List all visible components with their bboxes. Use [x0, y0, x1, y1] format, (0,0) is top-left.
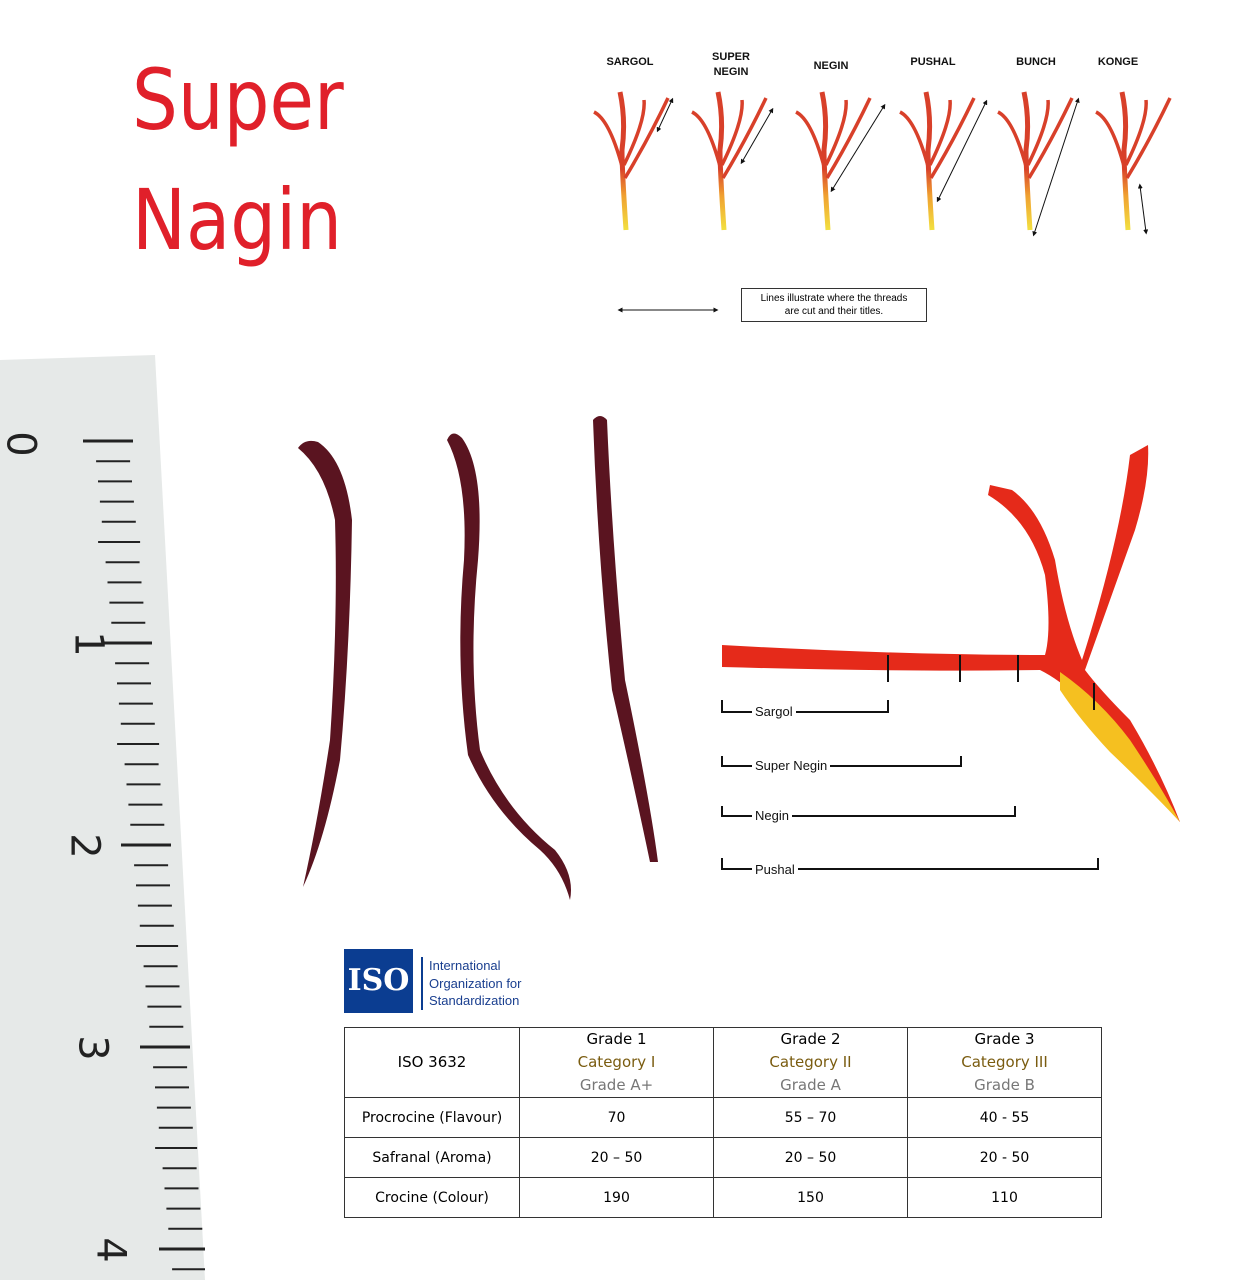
grade-label-sargol: SARGOL — [606, 56, 654, 68]
saffron-flower-illustrations — [593, 91, 1172, 313]
table-row: Safranal (Aroma) 20 – 50 20 – 50 20 - 50 — [344, 1137, 1102, 1178]
grade: Grade 2 — [780, 1030, 841, 1048]
title-line-1: Super — [132, 51, 344, 149]
iso-name-line: Standardization — [429, 993, 520, 1008]
cut-marks — [721, 655, 1099, 870]
cut-arrow — [656, 97, 674, 133]
table-header-row: ISO 3632 Grade 1 Category I Grade A+ Grade… — [344, 1027, 1102, 1098]
cut-label-pushal: Pushal — [752, 862, 798, 877]
cell: 20 – 50 — [713, 1137, 908, 1178]
cell: 110 — [907, 1177, 1102, 1218]
table-row: Crocine (Colour) 190 150 110 — [344, 1177, 1102, 1218]
cut-arrow — [1032, 97, 1080, 237]
table-corner: ISO 3632 — [344, 1027, 520, 1098]
iso-grade-table: ISO 3632 Grade 1 Category I Grade A+ Grade… — [344, 1027, 1102, 1218]
category: Category III — [961, 1053, 1048, 1071]
iso-logo: ISO — [344, 949, 413, 1013]
ruler: 0 1 2 3 4 — [0, 355, 209, 1280]
cell: 40 - 55 — [907, 1097, 1102, 1138]
saffron-thread-2 — [447, 433, 571, 900]
row-label: Crocine (Colour) — [344, 1177, 520, 1218]
row-label: Safranal (Aroma) — [344, 1137, 520, 1178]
title-line-2: Nagin — [132, 171, 343, 269]
cell: 20 – 50 — [519, 1137, 714, 1178]
grade-label-pushal: PUSHAL — [910, 56, 956, 68]
alt-grade: Grade A — [780, 1076, 841, 1094]
row-label: Procrocine (Flavour) — [344, 1097, 520, 1138]
category: Category II — [769, 1053, 852, 1071]
alt-grade: Grade B — [974, 1076, 1035, 1094]
cut-label-sargol: Sargol — [752, 704, 796, 719]
saffron-stigma — [722, 445, 1180, 822]
cut-arrow — [1137, 183, 1149, 235]
iso-name-line: International — [429, 958, 501, 973]
grade-label-bunch: BUNCH — [1016, 56, 1056, 68]
page-title: Super Nagin — [132, 40, 344, 280]
ruler-number-3: 3 — [69, 1035, 116, 1061]
legend-line-1: Lines illustrate where the threads — [760, 293, 908, 304]
cut-arrow — [830, 103, 886, 193]
cut-label-super-negin: Super Negin — [752, 758, 831, 773]
grade: Grade 3 — [974, 1030, 1035, 1048]
legend-note: Lines illustrate where the threads are c… — [741, 288, 927, 322]
saffron-threads-photo — [298, 416, 1180, 900]
iso-name: International Organization for Standardi… — [421, 957, 522, 1010]
cell: 55 – 70 — [713, 1097, 908, 1138]
saffron-flower-0 — [593, 91, 670, 231]
legend-line-2: are cut and their titles. — [784, 306, 884, 317]
saffron-flower-5 — [1095, 91, 1172, 231]
cell: 70 — [519, 1097, 714, 1138]
table-row: Procrocine (Flavour) 70 55 – 70 40 - 55 — [344, 1097, 1102, 1138]
cell: 190 — [519, 1177, 714, 1218]
grade-label-konge: KONGE — [1097, 56, 1139, 68]
table-header: Grade 2 Category II Grade A — [713, 1027, 908, 1098]
category: Category I — [577, 1053, 656, 1071]
ruler-ticks — [0, 355, 209, 1280]
cut-label-negin: Negin — [752, 808, 792, 823]
saffron-thread-3 — [593, 416, 658, 862]
label-text: SUPER NEGIN — [712, 51, 750, 78]
grade-label-super-negin: SUPER NEGIN — [691, 50, 771, 80]
cut-arrow — [740, 107, 774, 165]
cut-arrow — [936, 99, 988, 203]
grade: Grade 1 — [586, 1030, 647, 1048]
table-header: Grade 3 Category III Grade B — [907, 1027, 1102, 1098]
cell: 20 - 50 — [907, 1137, 1102, 1178]
grade-label-negin: NEGIN — [813, 60, 849, 72]
cell: 150 — [713, 1177, 908, 1218]
table-header: Grade 1 Category I Grade A+ — [519, 1027, 714, 1098]
ruler-number-4: 4 — [87, 1237, 134, 1263]
alt-grade: Grade A+ — [579, 1076, 654, 1094]
iso-name-line: Organization for — [429, 975, 522, 991]
saffron-thread-1 — [298, 440, 352, 887]
